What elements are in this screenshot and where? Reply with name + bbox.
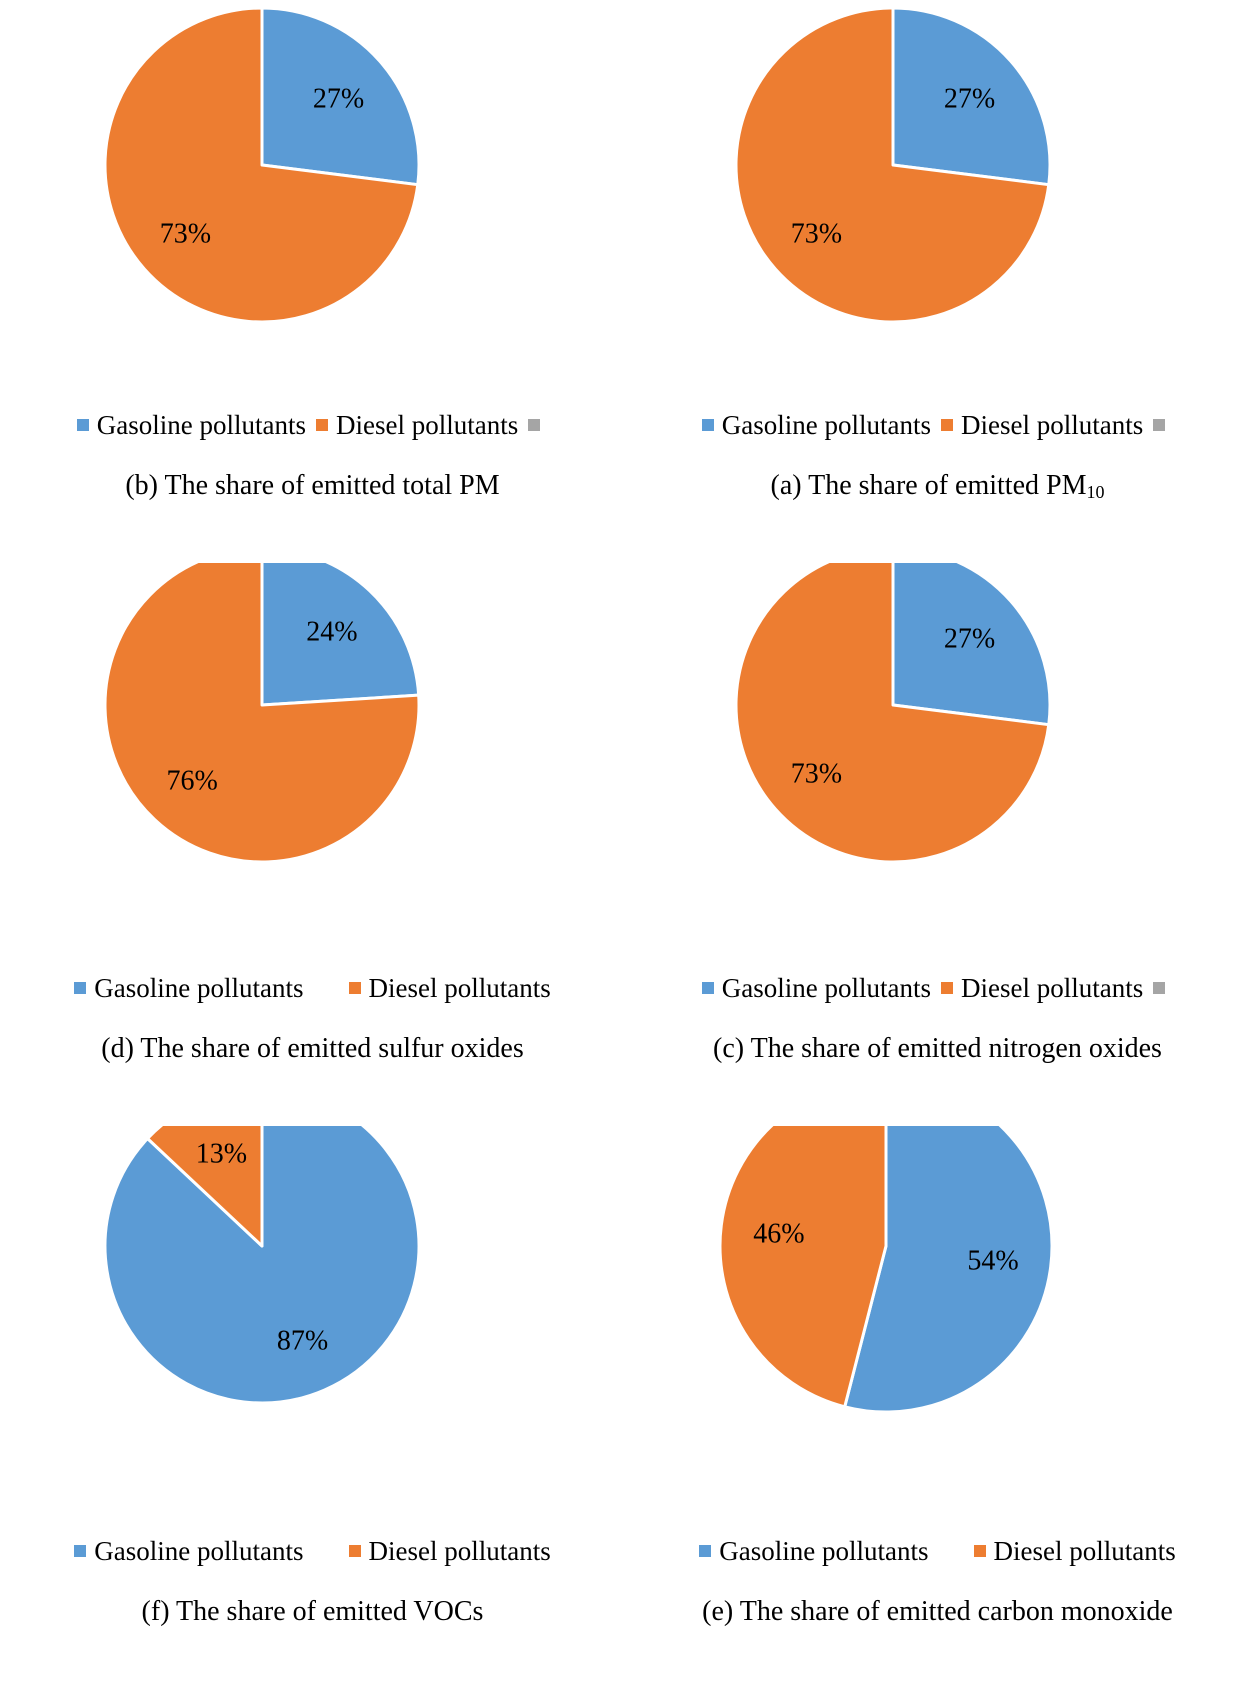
legend-item	[528, 419, 548, 431]
pie-slice-diesel-pollutants	[103, 563, 421, 864]
chart-panel-a: 27% 73% Gasoline pollutants Diesel polluta…	[625, 0, 1250, 563]
legend-item: Gasoline pollutants	[699, 1535, 929, 1567]
chart-caption-f: (f) The share of emitted VOCs	[0, 1596, 625, 1629]
pie-slice-gasoline-pollutants	[891, 563, 1052, 727]
data-label: 27%	[313, 84, 364, 115]
chart-caption-c: (c) The share of emitted nitrogen oxides	[625, 1033, 1250, 1066]
pie-slice-gasoline-pollutants	[843, 1126, 1054, 1414]
legend-swatch	[941, 982, 953, 994]
legend-a: Gasoline pollutants Diesel pollutants	[625, 407, 1250, 443]
pie-chart-c: 27% 73%	[734, 563, 1052, 864]
data-label: 76%	[166, 765, 217, 796]
chart-panel-d: 24% 76% Gasoline pollutants Diesel polluta…	[0, 563, 625, 1126]
legend-label: Gasoline pollutants	[96, 409, 306, 440]
legend-d: Gasoline pollutants Diesel pollutants	[0, 970, 625, 1006]
chart-caption-d: (d) The share of emitted sulfur oxides	[0, 1033, 625, 1066]
legend-label: Diesel pollutants	[961, 972, 1144, 1003]
legend-swatch	[76, 419, 89, 431]
pie-slice-diesel-pollutants	[146, 1126, 264, 1248]
legend-label: Diesel pollutants	[993, 1535, 1176, 1566]
legend-item: Diesel pollutants	[316, 410, 518, 441]
data-label: 54%	[967, 1246, 1018, 1277]
legend-e: Gasoline pollutants Diesel pollutants	[625, 1533, 1250, 1569]
legend-item: Diesel pollutants	[941, 410, 1143, 441]
legend-swatch	[941, 419, 953, 431]
pie-slice-diesel-pollutants	[734, 6, 1051, 324]
chart-caption-a: (a) The share of emitted PM10	[625, 470, 1250, 503]
legend-label: Gasoline pollutants	[721, 409, 931, 440]
pie-chart-e: 54% 46%	[718, 1126, 1054, 1414]
legend-item: Diesel pollutants	[348, 972, 551, 1004]
data-label: 46%	[753, 1218, 804, 1249]
legend-label: Gasoline pollutants	[94, 1535, 304, 1566]
data-label: 13%	[196, 1138, 247, 1169]
legend-label: Diesel pollutants	[368, 1535, 551, 1566]
legend-swatch	[528, 419, 541, 431]
data-label: 27%	[944, 84, 995, 115]
legend-swatch	[316, 419, 328, 431]
pie-slice-diesel-pollutants	[718, 1126, 888, 1409]
legend-item: Gasoline pollutants	[74, 972, 304, 1004]
caption-text: (b) The share of emitted total PM	[125, 470, 500, 501]
pie-chart-b: 27% 73%	[103, 6, 421, 324]
pie-slice-gasoline-pollutants	[260, 6, 421, 187]
pie-chart-d: 24% 76%	[103, 563, 421, 864]
data-label: 87%	[277, 1326, 328, 1357]
pie-slice-gasoline-pollutants	[103, 1126, 421, 1405]
legend-item: Gasoline pollutants	[701, 409, 931, 441]
legend-item	[1153, 982, 1173, 994]
legend-b: Gasoline pollutants Diesel pollutants	[0, 407, 625, 443]
caption-text: (c) The share of emitted nitrogen oxides	[713, 1033, 1162, 1064]
legend-c: Gasoline pollutants Diesel pollutants	[625, 970, 1250, 1006]
chart-caption-b: (b) The share of emitted total PM	[0, 470, 625, 503]
legend-swatch	[701, 982, 714, 994]
caption-subscript: 10	[1086, 482, 1105, 502]
legend-swatch	[74, 982, 87, 994]
legend-label: Gasoline pollutants	[94, 972, 304, 1003]
legend-label: Diesel pollutants	[961, 409, 1144, 440]
data-label: 73%	[791, 758, 842, 789]
caption-text: (a) The share of emitted PM	[770, 470, 1087, 501]
legend-swatch	[348, 982, 361, 994]
caption-text: (e) The share of emitted carbon monoxide	[702, 1596, 1173, 1627]
chart-panel-c: 27% 73% Gasoline pollutants Diesel polluta…	[625, 563, 1250, 1126]
legend-f: Gasoline pollutants Diesel pollutants	[0, 1533, 625, 1569]
data-label: 73%	[791, 218, 842, 249]
chart-panel-b: 27% 73% Gasoline pollutants Diesel polluta…	[0, 0, 625, 563]
legend-swatch	[74, 1545, 87, 1557]
legend-swatch	[699, 1545, 712, 1557]
legend-item: Gasoline pollutants	[76, 409, 306, 441]
legend-label: Gasoline pollutants	[719, 1535, 929, 1566]
pie-chart-f: 87% 13%	[103, 1126, 421, 1405]
pie-slice-gasoline-pollutants	[891, 6, 1052, 187]
pie-slice-diesel-pollutants	[103, 6, 420, 324]
legend-swatch	[973, 1545, 986, 1557]
data-label: 73%	[160, 218, 211, 249]
chart-panel-e: 54% 46% Gasoline pollutants Diesel polluta…	[625, 1126, 1250, 1689]
chart-caption-e: (e) The share of emitted carbon monoxide	[625, 1596, 1250, 1629]
legend-item: Diesel pollutants	[941, 973, 1143, 1004]
legend-swatch	[1153, 982, 1166, 994]
legend-item: Diesel pollutants	[348, 1535, 551, 1567]
pie-slice-diesel-pollutants	[734, 563, 1051, 864]
chart-panel-f: 87% 13% Gasoline pollutants Diesel polluta…	[0, 1126, 625, 1689]
legend-item	[1153, 419, 1173, 431]
legend-swatch	[1153, 419, 1166, 431]
legend-label: Diesel pollutants	[368, 972, 551, 1003]
legend-swatch	[348, 1545, 361, 1557]
legend-swatch	[701, 419, 714, 431]
legend-item: Diesel pollutants	[973, 1535, 1176, 1567]
legend-item: Gasoline pollutants	[701, 972, 931, 1004]
legend-label: Gasoline pollutants	[721, 972, 931, 1003]
data-label: 24%	[306, 617, 357, 648]
data-label: 27%	[944, 624, 995, 655]
caption-text: (d) The share of emitted sulfur oxides	[101, 1033, 524, 1064]
caption-text: (f) The share of emitted VOCs	[141, 1596, 484, 1627]
pie-chart-a: 27% 73%	[734, 6, 1052, 324]
legend-item: Gasoline pollutants	[74, 1535, 304, 1567]
pie-slice-gasoline-pollutants	[260, 563, 421, 707]
legend-label: Diesel pollutants	[336, 409, 519, 440]
